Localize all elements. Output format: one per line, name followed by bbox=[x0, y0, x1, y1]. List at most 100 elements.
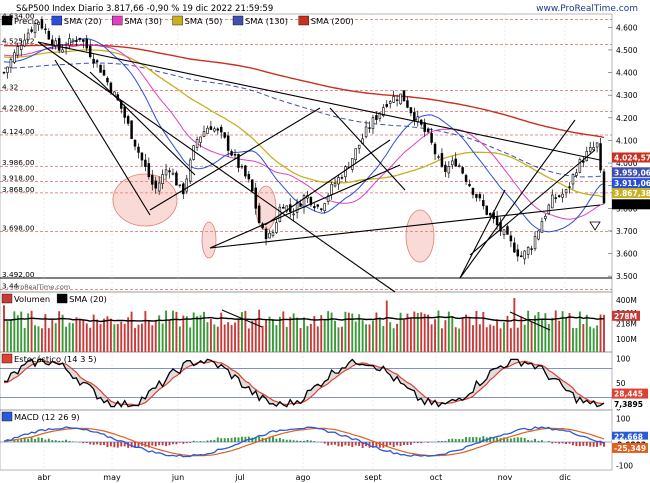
candle-body bbox=[413, 112, 416, 122]
volume-bar bbox=[47, 328, 50, 352]
macd-hist-bar bbox=[151, 442, 154, 446]
candle-body bbox=[430, 132, 433, 143]
macd-hist-bar bbox=[461, 439, 464, 442]
macd-hist-bar bbox=[437, 441, 440, 442]
candle-body bbox=[13, 52, 16, 63]
volume-tick-label: 100M bbox=[616, 335, 637, 344]
macd-hist-bar bbox=[472, 437, 474, 442]
volume-bar bbox=[344, 311, 347, 352]
volume-bar bbox=[506, 315, 509, 352]
volume-bar bbox=[172, 310, 174, 352]
legend-swatch-sma30 bbox=[111, 15, 123, 26]
macd-tick-label: 100 bbox=[616, 415, 631, 424]
highlight-ellipse bbox=[112, 173, 178, 227]
trend-line bbox=[469, 149, 596, 256]
stoch-tick-label: 50 bbox=[616, 379, 626, 388]
volume-bar bbox=[413, 311, 416, 352]
candle-body bbox=[537, 230, 540, 240]
volume-bar bbox=[78, 318, 81, 352]
macd-hist-bar bbox=[320, 442, 323, 443]
volume-bar bbox=[313, 315, 316, 352]
macd-hist-bar bbox=[527, 439, 530, 442]
legend-label-sma20: SMA (20) bbox=[64, 16, 102, 26]
macd-hist-bar bbox=[375, 442, 378, 447]
volume-bar bbox=[465, 314, 468, 352]
volume-bar bbox=[234, 322, 236, 352]
macd-tick-label: -100 bbox=[616, 461, 633, 470]
volume-bar bbox=[51, 319, 54, 352]
candle-body bbox=[206, 127, 209, 134]
candle-body bbox=[16, 46, 20, 56]
volume-bar bbox=[23, 327, 26, 352]
macd-hist-bar bbox=[420, 442, 423, 444]
candle-body bbox=[19, 45, 23, 50]
price-tag-label-sma200: 4.024,57 bbox=[614, 153, 650, 162]
legend-label-price: Precio bbox=[14, 16, 39, 26]
volume-bar bbox=[3, 305, 5, 352]
candle-body bbox=[140, 152, 144, 161]
macd-tag-label: 22,668 bbox=[614, 433, 643, 442]
volume-bar bbox=[265, 319, 268, 352]
macd-hist-bar bbox=[596, 442, 599, 447]
volume-bar bbox=[596, 325, 599, 352]
legend-swatch-sma_vol bbox=[56, 293, 68, 304]
legend-swatch-sma130 bbox=[232, 15, 244, 26]
volume-bar bbox=[13, 311, 16, 352]
volume-bar bbox=[527, 310, 530, 352]
volume-bar bbox=[323, 319, 326, 352]
candle-body bbox=[61, 49, 64, 53]
candle-body bbox=[78, 37, 82, 40]
candle-body bbox=[392, 96, 395, 103]
candle-body bbox=[57, 38, 61, 51]
price-tag-sma200 bbox=[612, 152, 650, 163]
volume-bar bbox=[389, 322, 392, 352]
candle-body bbox=[26, 32, 30, 41]
candle-body bbox=[451, 160, 454, 166]
candle-body bbox=[223, 132, 226, 138]
level-label: 3.44 bbox=[2, 282, 19, 291]
volume-bar bbox=[444, 320, 447, 352]
volume-bar bbox=[137, 324, 140, 352]
macd-hist-bar bbox=[230, 437, 233, 442]
candle-body bbox=[133, 139, 137, 147]
candle-body bbox=[382, 107, 385, 116]
candle-body bbox=[364, 126, 368, 138]
candle-body bbox=[257, 205, 261, 224]
volume-bar bbox=[375, 312, 378, 352]
candle-body bbox=[244, 165, 247, 177]
macd-hist-bar bbox=[182, 442, 185, 444]
volume-bar bbox=[334, 320, 336, 352]
volume-bar bbox=[275, 325, 278, 352]
candle-body bbox=[192, 145, 195, 160]
volume-bar bbox=[472, 325, 474, 352]
volume-bar bbox=[116, 324, 119, 352]
volume-bar bbox=[203, 311, 205, 352]
volume-bar bbox=[309, 323, 312, 352]
level-label: 3.986,00 bbox=[2, 158, 35, 167]
macd-hist-bar bbox=[82, 442, 85, 444]
sma50-line bbox=[3, 49, 605, 199]
candle-body bbox=[237, 154, 240, 168]
stoch-tick-label: 100 bbox=[616, 354, 631, 363]
macd-hist-bar bbox=[337, 442, 340, 447]
candle-body bbox=[533, 236, 537, 250]
macd-hist-bar bbox=[137, 442, 140, 447]
macd-hist-bar bbox=[192, 440, 195, 442]
candle-body bbox=[309, 196, 313, 206]
volume-bar bbox=[154, 319, 157, 352]
candle-body bbox=[544, 215, 547, 219]
macd-hist-bar bbox=[454, 438, 457, 442]
candle-body bbox=[275, 222, 278, 233]
candle-body bbox=[271, 232, 275, 236]
candle-body bbox=[595, 142, 599, 148]
macd-hist-bar bbox=[482, 436, 485, 442]
macd-hist-bar bbox=[165, 442, 168, 447]
macd-hist-bar bbox=[16, 440, 19, 442]
volume-bar bbox=[351, 313, 354, 352]
volume-bar bbox=[568, 313, 571, 352]
macd-hist-bar bbox=[72, 441, 74, 442]
candle-body bbox=[264, 228, 268, 240]
candle-body bbox=[478, 194, 482, 199]
volume-bar bbox=[530, 321, 533, 352]
macd-hist-bar bbox=[323, 442, 326, 444]
